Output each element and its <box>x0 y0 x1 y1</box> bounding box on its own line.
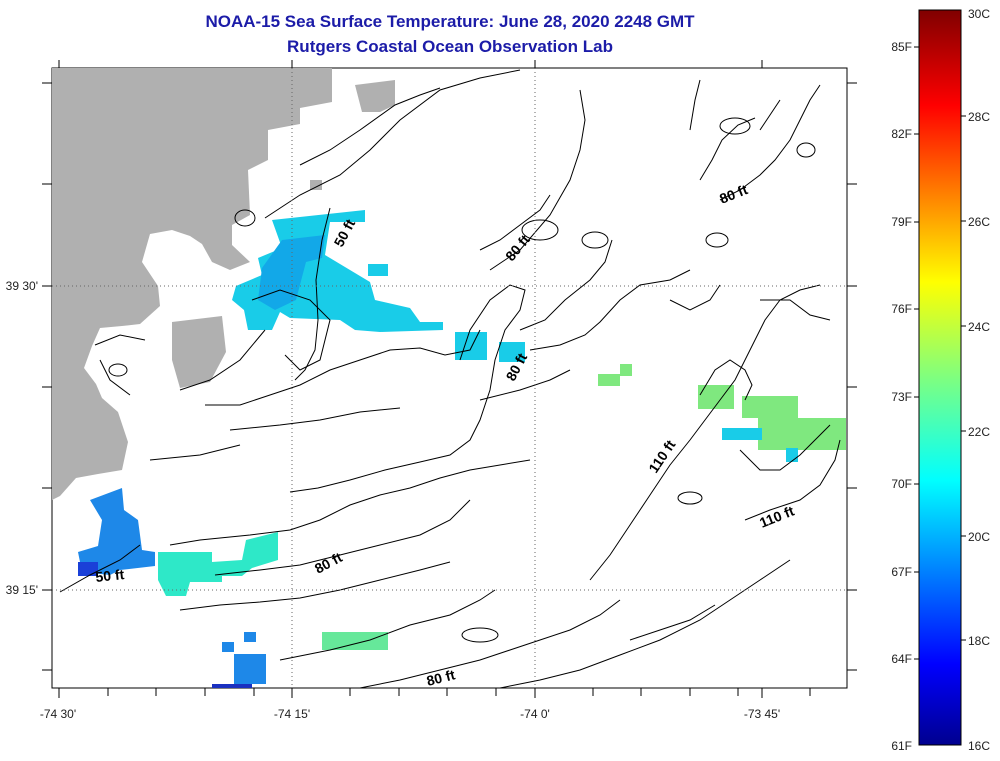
colorbar-c-label: 18C <box>968 634 990 648</box>
colorbar-f-label: 73F <box>891 390 912 404</box>
colorbar-f-label: 64F <box>891 652 912 666</box>
sst-patch-south-cyan <box>158 532 278 596</box>
colorbar-c-label: 26C <box>968 215 990 229</box>
colorbar: 30C 28C 26C 24C 22C 20C 18C 16C 85F 82F … <box>891 7 990 753</box>
colorbar-f-label: 82F <box>891 127 912 141</box>
colorbar-c-label: 22C <box>968 425 990 439</box>
colorbar-c-label: 30C <box>968 7 990 21</box>
land-mass <box>52 68 332 500</box>
sst-patch-bottom-blue <box>212 632 266 688</box>
contour-label: 80 ft <box>425 666 457 689</box>
map-subtitle: Rutgers Coastal Ocean Observation Lab <box>287 37 613 56</box>
colorbar-c-label: 28C <box>968 110 990 124</box>
bathymetry-closed-contours <box>108 117 816 643</box>
land-island-north <box>355 80 395 112</box>
map-title: NOAA-15 Sea Surface Temperature: June 28… <box>205 12 695 31</box>
colorbar-c-label: 20C <box>968 530 990 544</box>
grid-lines <box>52 68 847 688</box>
x-tick-label: -73 45' <box>744 707 780 721</box>
y-tick-label: 39 30' <box>6 279 38 293</box>
bathymetry-contours <box>59 69 841 688</box>
y-tick-label: 39 15' <box>6 583 38 597</box>
sst-patch-east <box>598 364 846 450</box>
land-island-south <box>172 316 226 388</box>
land-pixel <box>310 180 322 190</box>
colorbar-f-label: 79F <box>891 215 912 229</box>
colorbar-c-label: 16C <box>968 739 990 753</box>
x-tick-label: -74 0' <box>520 707 550 721</box>
colorbar-f-label: 67F <box>891 565 912 579</box>
contour-label: 50 ft <box>95 566 126 585</box>
colorbar-f-label: 76F <box>891 302 912 316</box>
colorbar-f-label: 70F <box>891 477 912 491</box>
axis-ticks <box>42 60 857 698</box>
sst-patch-southwest <box>78 488 155 576</box>
colorbar-f-label: 61F <box>891 739 912 753</box>
x-tick-label: -74 30' <box>40 707 76 721</box>
sst-patch-south-green <box>322 632 388 650</box>
colorbar-f-label: 85F <box>891 40 912 54</box>
colorbar-c-label: 24C <box>968 320 990 334</box>
x-tick-label: -74 15' <box>274 707 310 721</box>
